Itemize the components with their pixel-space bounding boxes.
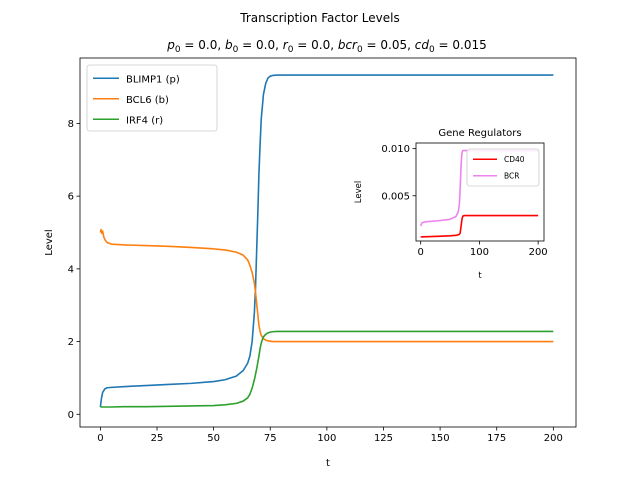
series-line-cd40 (420, 214, 539, 238)
subtitle-subscript: 0 (175, 45, 181, 55)
legend-box (86, 64, 218, 132)
y-tick-label: 0 (68, 410, 74, 421)
legend-label: BLIMP1 (p) (126, 75, 180, 86)
x-tick-label: 200 (544, 433, 563, 444)
subtitle-subscript: 0 (288, 45, 294, 55)
x-tick-label: 50 (207, 433, 220, 444)
figure-subtitle: p0 = 0.0, b0 = 0.0, r0 = 0.0, bcr0 = 0.0… (166, 38, 487, 55)
subtitle-subscript: 0 (233, 45, 239, 55)
y-tick-label: 0.005 (381, 191, 410, 202)
legend-box (466, 148, 540, 187)
series-line-blimp1 (99, 74, 554, 408)
legend-label: BCL6 (b) (126, 95, 169, 106)
x-tick-label: 150 (431, 433, 450, 444)
subtitle-symbol: p (166, 38, 175, 52)
y-tick-label: 4 (68, 264, 74, 275)
x-tick-label: 25 (151, 433, 164, 444)
subtitle-value: = 0.0, (181, 38, 225, 52)
x-tick-label: 0 (97, 433, 103, 444)
x-tick-label: 100 (317, 433, 336, 444)
x-tick-label: 0 (418, 247, 424, 258)
legend-label: CD40 (504, 155, 525, 164)
x-tick-label: 200 (529, 247, 548, 258)
subtitle-symbol: r (283, 38, 289, 52)
subtitle-value: = 0.015 (435, 38, 487, 52)
subtitle-symbol: b (225, 38, 233, 52)
x-axis-label: t (326, 458, 330, 469)
y-tick-label: 0.010 (381, 144, 410, 155)
main-axes: 0 25 50 75 100 125 150 175 200 0 2 4 6 8 t Level BLIMP1 … (44, 57, 577, 469)
subtitle-symbol: cd (415, 38, 430, 52)
inset-axes: 0 100 200 0.005 0.010 t Level Gene Regulators CD… (354, 128, 548, 281)
x-tick-label: 100 (470, 247, 489, 258)
axes-frame (415, 142, 545, 242)
y-axis-label: Level (44, 229, 55, 255)
x-tick-label: 75 (264, 433, 277, 444)
axes-frame (79, 57, 577, 428)
x-axis-label: t (478, 271, 482, 281)
series-line-bcl6 (99, 228, 554, 343)
axes-title: Gene Regulators (438, 128, 521, 139)
subtitle-subscript: 0 (357, 45, 363, 55)
y-tick-label: 8 (68, 119, 74, 130)
x-tick-label: 125 (374, 433, 393, 444)
subtitle-value: = 0.0, (293, 38, 337, 52)
subtitle-value: = 0.0, (238, 38, 282, 52)
legend-label: IRF4 (r) (126, 116, 163, 127)
figure-title: Transcription Factor Levels (239, 11, 399, 25)
subtitle-symbol: bcr (338, 38, 358, 52)
subtitle-value: = 0.05, (363, 38, 415, 52)
y-axis-label: Level (354, 181, 364, 203)
series-line-irf4 (100, 330, 554, 408)
y-tick-label: 2 (68, 337, 74, 348)
subtitle-subscript: 0 (429, 45, 435, 55)
x-tick-label: 175 (487, 433, 506, 444)
y-tick-label: 6 (68, 192, 74, 203)
legend-label: BCR (504, 172, 519, 181)
